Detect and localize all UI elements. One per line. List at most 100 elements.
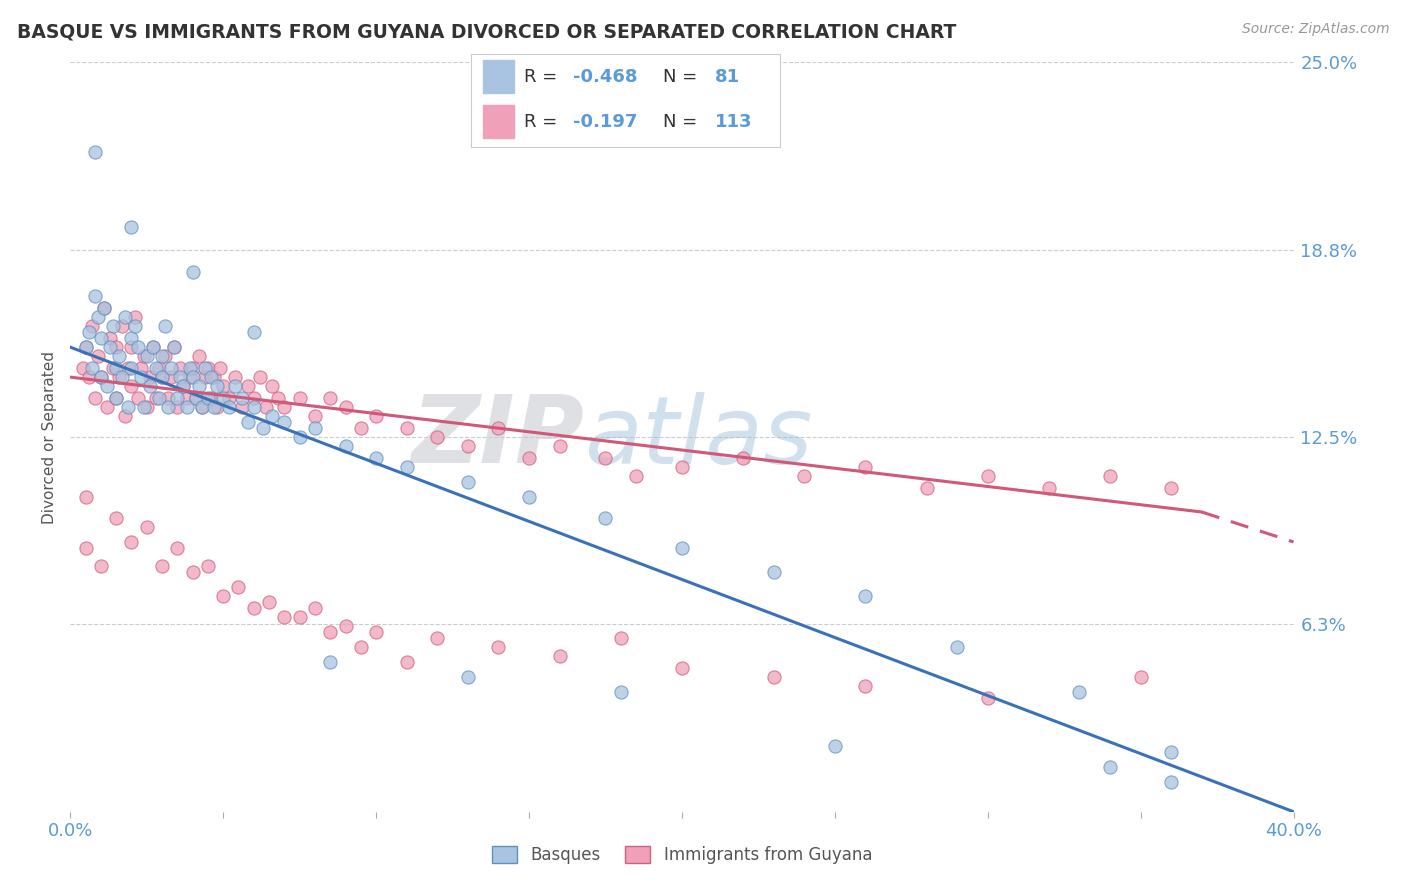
Text: 113: 113 (716, 113, 752, 131)
Point (98, 340, 121, 354)
Point (202, 370, 225, 384)
Point (132, 349, 155, 363)
Point (224, 370, 246, 384)
Point (194, 370, 217, 384)
Point (335, 400, 357, 414)
Point (257, 595, 280, 609)
Point (1160, 481, 1182, 495)
Point (75, 490, 97, 504)
Point (166, 391, 188, 405)
Point (187, 379, 209, 393)
Text: N =: N = (662, 68, 703, 86)
Point (77, 325, 100, 339)
Point (153, 319, 176, 334)
Point (101, 319, 124, 334)
Point (181, 370, 204, 384)
Point (548, 439, 571, 453)
Point (163, 340, 186, 354)
Point (218, 400, 240, 414)
Point (135, 349, 157, 363)
Point (350, 421, 373, 435)
Point (166, 541, 188, 555)
Point (288, 430, 311, 444)
Point (124, 319, 146, 334)
Point (610, 631, 633, 645)
Point (163, 340, 186, 354)
Point (319, 624, 342, 639)
Point (160, 370, 183, 384)
Point (80, 319, 103, 334)
Point (187, 349, 209, 363)
Point (243, 400, 266, 414)
Point (224, 379, 246, 393)
Point (129, 361, 152, 376)
Point (335, 439, 357, 453)
Point (457, 439, 479, 453)
Point (200, 391, 222, 405)
Point (212, 391, 235, 405)
Point (121, 379, 143, 393)
Point (83, 145, 105, 160)
Point (426, 631, 449, 645)
Bar (484, 60, 515, 93)
Point (127, 391, 149, 405)
Point (595, 451, 617, 466)
Point (111, 319, 134, 334)
Point (96, 400, 118, 414)
Point (75, 541, 97, 555)
Point (273, 610, 295, 624)
Point (236, 415, 259, 429)
Point (153, 349, 176, 363)
Bar (484, 105, 515, 138)
Point (209, 361, 232, 376)
Point (197, 361, 219, 376)
Text: N =: N = (662, 113, 703, 131)
Point (150, 370, 173, 384)
Point (915, 481, 938, 495)
Point (105, 340, 128, 354)
Point (181, 361, 204, 376)
Point (105, 391, 128, 405)
Point (127, 340, 149, 354)
Point (254, 400, 277, 414)
Point (671, 541, 693, 555)
Point (179, 370, 201, 384)
Point (228, 580, 250, 594)
Point (121, 220, 143, 235)
Point (273, 400, 295, 414)
Point (366, 409, 388, 423)
Point (90, 558, 112, 573)
Point (121, 340, 143, 354)
Point (129, 370, 152, 384)
Point (1099, 469, 1122, 483)
Point (96, 379, 118, 393)
Point (80, 361, 103, 376)
Point (150, 370, 173, 384)
Point (262, 379, 284, 393)
Point (1099, 760, 1122, 774)
Point (304, 421, 326, 435)
Point (205, 379, 228, 393)
Point (350, 640, 373, 654)
Point (793, 469, 815, 483)
Point (145, 361, 167, 376)
Text: 81: 81 (716, 68, 741, 86)
Point (87, 349, 110, 363)
Point (1069, 685, 1091, 699)
Point (176, 391, 198, 405)
Point (142, 340, 165, 354)
Point (87, 310, 110, 325)
Point (184, 391, 207, 405)
Point (1160, 745, 1182, 759)
Point (166, 400, 188, 414)
Point (77, 370, 100, 384)
Point (108, 349, 131, 363)
Point (366, 451, 388, 466)
Point (181, 565, 204, 579)
Point (457, 670, 479, 684)
Point (98, 331, 121, 345)
Point (517, 451, 540, 466)
Text: BASQUE VS IMMIGRANTS FROM GUYANA DIVORCED OR SEPARATED CORRELATION CHART: BASQUE VS IMMIGRANTS FROM GUYANA DIVORCE… (17, 22, 956, 41)
Point (101, 361, 124, 376)
Point (304, 601, 326, 615)
